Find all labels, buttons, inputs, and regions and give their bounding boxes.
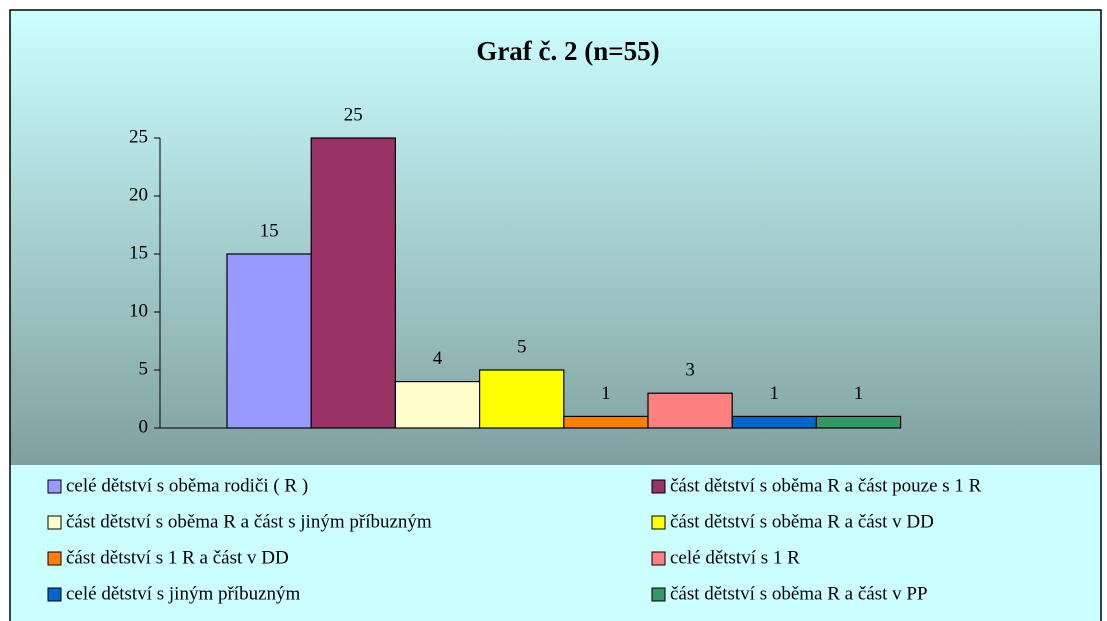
data-label: 5	[517, 336, 527, 357]
y-tick-label: 25	[129, 126, 148, 147]
bar	[479, 369, 565, 429]
legend-swatch	[651, 515, 666, 530]
data-label: 3	[685, 360, 695, 381]
legend-label: celé dětství s oběma rodiči ( R )	[66, 475, 308, 496]
legend-label: část dětství s oběma R a část s jiným př…	[66, 511, 432, 532]
legend-swatch	[47, 479, 62, 494]
legend-swatch	[47, 515, 62, 530]
bar	[647, 392, 733, 429]
y-tick-label: 15	[129, 242, 148, 263]
legend-swatch	[651, 551, 666, 566]
data-label: 1	[770, 383, 780, 404]
legend-label: část dětství s 1 R a část v DD	[66, 547, 289, 568]
legend-swatch	[651, 479, 666, 494]
y-tick-label: 10	[129, 300, 148, 321]
legend-label: celé dětství s 1 R	[670, 547, 800, 568]
y-tick-label: 5	[139, 358, 149, 379]
chart-border	[9, 9, 1102, 621]
legend-label: část dětství s oběma R a část pouze s 1 …	[670, 475, 982, 496]
legend-label: celé dětství s jiným příbuzným	[66, 583, 301, 604]
legend-label: část dětství s oběma R a část v PP	[670, 583, 928, 604]
bar	[310, 137, 397, 429]
legend-label: část dětství s oběma R a část v DD	[670, 511, 934, 532]
y-tick-label: 0	[139, 416, 149, 437]
bar	[226, 253, 312, 429]
legend-swatch	[47, 587, 62, 602]
bar	[394, 381, 481, 429]
bar	[731, 415, 818, 429]
bar	[563, 415, 649, 429]
data-label: 1	[601, 383, 611, 404]
legend-swatch	[651, 587, 666, 602]
y-tick-label: 20	[129, 184, 148, 205]
legend-swatch	[47, 551, 62, 566]
data-label: 15	[260, 220, 279, 241]
chart-title: Graf č. 2 (n=55)	[476, 36, 659, 66]
data-label: 4	[433, 348, 443, 369]
data-label: 1	[854, 383, 864, 404]
data-label: 25	[344, 104, 363, 125]
bar	[815, 415, 902, 429]
